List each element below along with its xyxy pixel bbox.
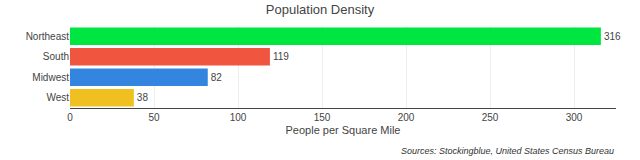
svg-text:316: 316 — [604, 31, 621, 42]
svg-text:38: 38 — [137, 92, 149, 103]
svg-text:150: 150 — [314, 112, 331, 123]
svg-text:250: 250 — [482, 112, 499, 123]
svg-text:Sources: Stockingblue, United: Sources: Stockingblue, United States Cen… — [401, 146, 614, 156]
svg-text:0: 0 — [67, 112, 73, 123]
svg-text:300: 300 — [566, 112, 583, 123]
svg-text:Population Density: Population Density — [266, 2, 375, 17]
svg-text:100: 100 — [230, 112, 247, 123]
svg-text:50: 50 — [148, 112, 160, 123]
svg-text:200: 200 — [398, 112, 415, 123]
svg-text:People per Square Mile: People per Square Mile — [286, 124, 401, 136]
svg-text:82: 82 — [211, 72, 223, 83]
svg-text:South: South — [43, 51, 69, 62]
svg-text:Northeast: Northeast — [26, 31, 70, 42]
svg-text:119: 119 — [273, 51, 289, 62]
svg-text:Midwest: Midwest — [32, 72, 69, 83]
svg-text:West: West — [46, 92, 69, 103]
